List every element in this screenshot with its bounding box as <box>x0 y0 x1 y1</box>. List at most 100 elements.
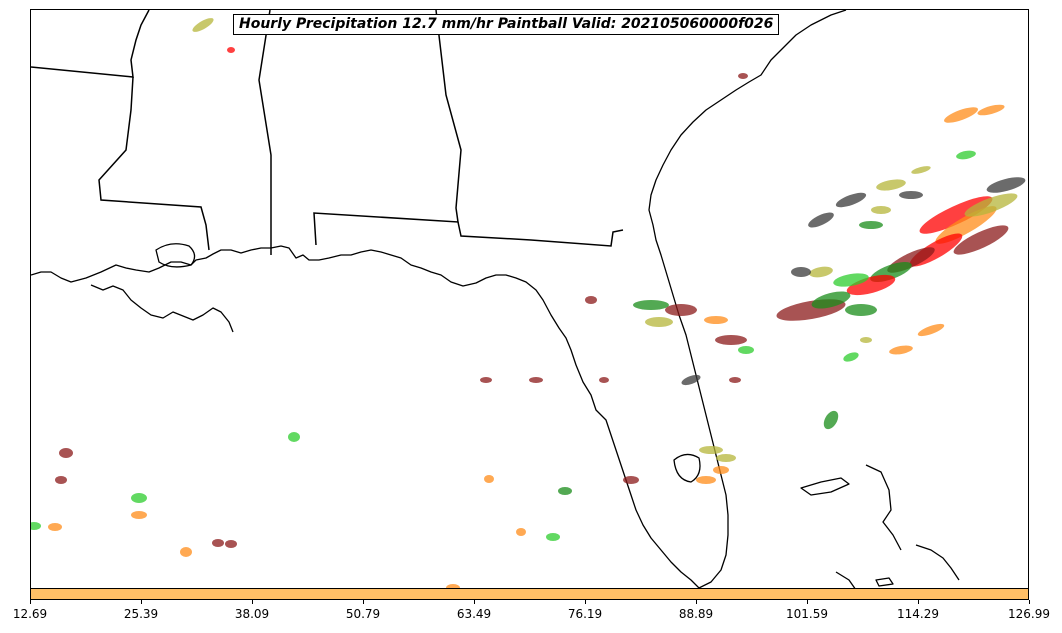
border-ms-al-west <box>98 76 210 251</box>
gulf-coastline <box>31 245 700 588</box>
paintball-blob <box>811 291 851 309</box>
border-la-ms <box>31 10 150 78</box>
paintball-blob <box>131 511 147 519</box>
colorbar-tick <box>1028 600 1030 604</box>
paintball-blob <box>738 73 748 79</box>
paintball-blob <box>917 323 945 337</box>
paintball-blob <box>633 300 669 310</box>
colorbar-tick-label: 88.89 <box>678 607 714 621</box>
paintball-blob <box>623 476 639 484</box>
map-plot <box>31 10 1026 588</box>
colorbar-tick <box>917 600 919 604</box>
colorbar-tick <box>362 600 364 604</box>
paintball-blob <box>288 432 300 442</box>
paintball-blob <box>809 266 833 278</box>
paintball-blob <box>977 104 1005 116</box>
colorbar-tick <box>584 600 586 604</box>
colorbar-tick <box>695 600 697 604</box>
paintball-blob <box>889 345 913 355</box>
colorbar-tick-label: 76.19 <box>567 607 603 621</box>
coastlines <box>31 10 960 588</box>
colorbar <box>30 588 1029 600</box>
paintball-blob <box>192 18 214 32</box>
colorbar-tick-label: 126.99 <box>1008 607 1050 621</box>
paintball-blob <box>31 522 41 530</box>
colorbar-tick <box>473 600 475 604</box>
colorbar-tick <box>29 600 31 604</box>
paintball-blob <box>212 539 224 547</box>
paintball-blob <box>446 584 460 588</box>
paintball-blob <box>480 377 492 383</box>
bahamas-island-1 <box>800 477 850 496</box>
delta-coastline <box>90 284 234 333</box>
paintball-blob <box>843 352 859 362</box>
paintball-blob <box>953 225 1009 255</box>
map-title: Hourly Precipitation 12.7 mm/hr Paintbal… <box>233 14 780 35</box>
paintball-blob <box>835 192 867 208</box>
paintball-blob <box>225 540 237 548</box>
paintball-blob <box>823 410 839 430</box>
paintball-blob <box>860 337 872 343</box>
colorbar-tick-label: 12.69 <box>12 607 48 621</box>
precipitation-paintballs <box>31 18 1026 588</box>
colorbar-tick-label: 63.49 <box>456 607 492 621</box>
paintball-blob <box>704 316 728 324</box>
paintball-blob <box>935 206 997 244</box>
paintball-blob <box>876 179 906 191</box>
paintball-blob <box>943 107 979 123</box>
colorbar-tick-label: 101.59 <box>786 607 828 621</box>
atlantic-coastline <box>648 10 847 588</box>
bahamas-island-2 <box>865 464 902 551</box>
paintball-blob <box>484 475 494 483</box>
paintball-blob <box>808 212 834 228</box>
paintball-blob <box>715 335 747 345</box>
paintball-blob <box>558 487 572 495</box>
colorbar-tick <box>806 600 808 604</box>
colorbar-tick-label: 38.09 <box>234 607 270 621</box>
paintball-blob <box>59 448 73 458</box>
paintball-blob <box>871 206 891 214</box>
paintball-blob <box>599 377 609 383</box>
paintball-blob <box>846 274 896 296</box>
paintball-blob <box>665 304 697 316</box>
paintball-blob <box>791 267 811 277</box>
map-axes <box>30 9 1029 589</box>
colorbar-tick <box>140 600 142 604</box>
paintball-blob <box>529 377 543 383</box>
paintball-blob <box>546 533 560 541</box>
state-borders <box>31 10 624 255</box>
paintball-blob <box>585 296 597 304</box>
paintball-blob <box>227 47 235 53</box>
paintball-blob <box>645 317 673 327</box>
paintball-blob <box>911 166 931 174</box>
paintball-blob <box>986 177 1026 193</box>
border-ga-fl <box>457 221 624 247</box>
bahamas-island-3 <box>915 544 960 581</box>
colorbar-tick-label: 114.29 <box>897 607 939 621</box>
paintball-blob <box>180 547 192 557</box>
border-al-ga <box>313 10 462 246</box>
paintball-blob <box>956 150 976 160</box>
paintball-blob <box>964 193 1018 217</box>
bahamas-island-4 <box>835 571 856 588</box>
paintball-blob <box>716 454 736 462</box>
paintball-blob <box>681 374 701 386</box>
paintball-blob <box>48 523 62 531</box>
paintball-blob <box>55 476 67 484</box>
paintball-blob <box>699 446 723 454</box>
paintball-blob <box>713 466 729 474</box>
paintball-blob <box>859 221 883 229</box>
paintball-blob <box>131 493 147 503</box>
paintball-blob <box>738 346 754 354</box>
paintball-blob <box>696 476 716 484</box>
border-ms-al <box>258 10 272 255</box>
colorbar-tick <box>251 600 253 604</box>
paintball-blob <box>899 191 923 199</box>
colorbar-tick-label: 25.39 <box>123 607 159 621</box>
paintball-blob <box>729 377 741 383</box>
lake-outline <box>155 243 196 268</box>
okeechobee-outline <box>673 453 701 483</box>
paintball-blob <box>833 273 869 287</box>
paintball-blob <box>516 528 526 536</box>
